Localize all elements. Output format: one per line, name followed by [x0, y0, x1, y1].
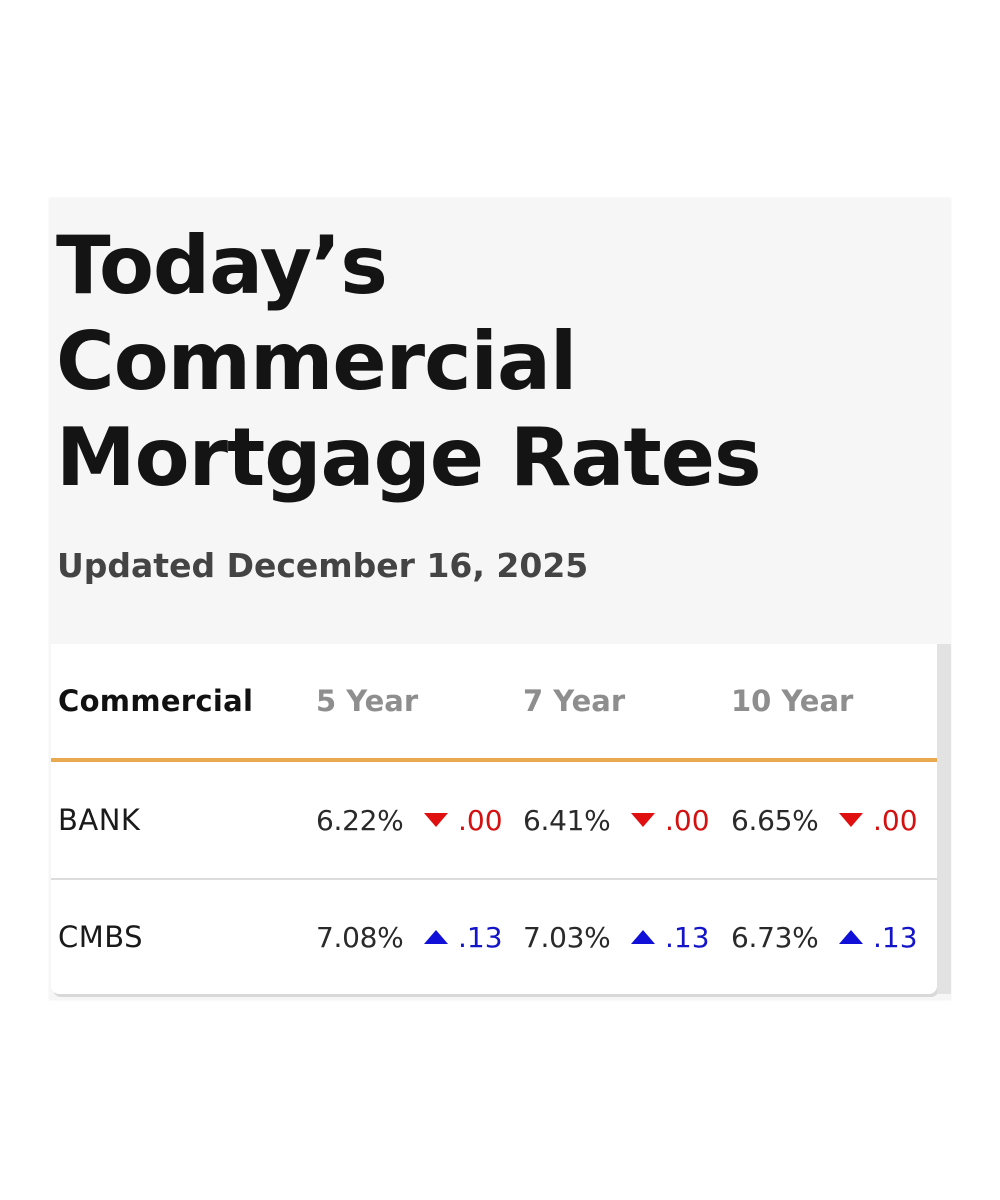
rate-cell-cmbs-7-year: 7.03% .13 [523, 880, 710, 994]
title-line-2: Commercial [56, 315, 577, 408]
column-header-7-year: 7 Year [523, 684, 626, 718]
rate-cell-cmbs-10-year: 6.73% .13 [731, 880, 918, 994]
updated-date: Updated December 16, 2025 [57, 546, 589, 585]
rate-change: .13 [873, 920, 918, 954]
rate-value: 6.73% [731, 920, 819, 954]
triangle-down-icon [631, 813, 655, 827]
rates-panel: Today’s Commercial Mortgage Rates Update… [49, 198, 951, 1000]
rate-value: 6.41% [523, 803, 611, 837]
title-line-3: Mortgage Rates [56, 411, 762, 504]
table-row-bank: BANK 6.22% .00 6.41% .00 6.65% .00 [51, 762, 937, 880]
rate-cell-bank-7-year: 6.41% .00 [523, 762, 710, 878]
table-row-cmbs: CMBS 7.08% .13 7.03% .13 6.73% .13 [51, 880, 937, 994]
rate-change: .13 [458, 920, 503, 954]
triangle-down-icon [839, 813, 863, 827]
column-header-10-year: 10 Year [731, 684, 854, 718]
rate-change: .13 [665, 920, 710, 954]
rate-change: .00 [458, 803, 503, 837]
rate-value: 6.22% [316, 803, 404, 837]
rate-value: 7.03% [523, 920, 611, 954]
rate-value: 7.08% [316, 920, 404, 954]
rate-value: 6.65% [731, 803, 819, 837]
rate-change: .00 [873, 803, 918, 837]
page-title: Today’s Commercial Mortgage Rates [56, 218, 936, 506]
rate-cell-bank-10-year: 6.65% .00 [731, 762, 918, 878]
triangle-up-icon [839, 930, 863, 944]
rate-cell-cmbs-5-year: 7.08% .13 [316, 880, 503, 994]
title-line-1: Today’s [56, 219, 388, 312]
row-label-bank: BANK [58, 803, 141, 837]
rate-change: .00 [665, 803, 710, 837]
triangle-up-icon [631, 930, 655, 944]
rate-cell-bank-5-year: 6.22% .00 [316, 762, 503, 878]
triangle-up-icon [424, 930, 448, 944]
row-label-cmbs: CMBS [58, 920, 144, 954]
rates-table: Commercial 5 Year 7 Year 10 Year BANK 6.… [51, 644, 951, 994]
table-header-row: Commercial 5 Year 7 Year 10 Year [51, 644, 937, 762]
triangle-down-icon [424, 813, 448, 827]
column-header-5-year: 5 Year [316, 684, 419, 718]
column-header-commercial: Commercial [58, 684, 254, 718]
